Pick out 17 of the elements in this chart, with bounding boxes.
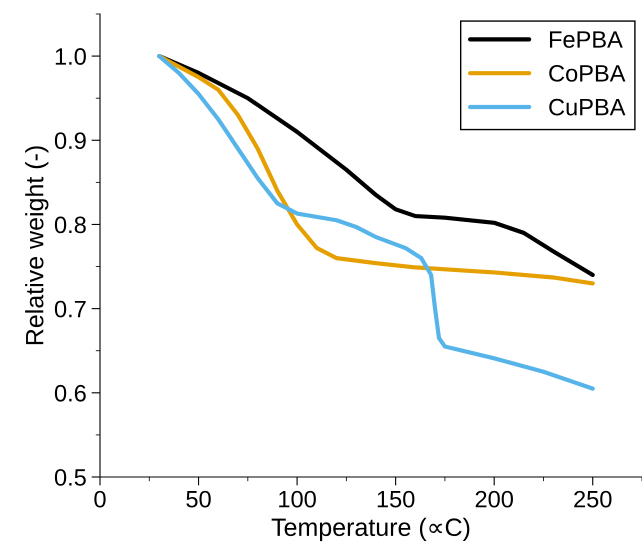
x-tick-label: 50 (186, 490, 211, 508)
x-axis-title: Temperature (∝C) (272, 518, 470, 542)
y-tick-label: 0.8 (54, 216, 86, 234)
y-tick-label: 0.9 (54, 132, 86, 150)
x-tick-label: 200 (476, 490, 513, 508)
x-tick-label: 100 (279, 490, 316, 508)
y-tick-label: 0.5 (54, 469, 86, 486)
legend-label: CoPBA (549, 64, 626, 82)
legend-label: CuPBA (549, 98, 626, 116)
x-tick-label: 250 (574, 490, 612, 508)
y-tick-label: 1.0 (56, 48, 86, 65)
x-tick-label: 0 (94, 490, 106, 508)
x-tick-label: 150 (378, 490, 414, 508)
y-tick-label: 0.6 (54, 384, 86, 402)
legend-label: FePBA (550, 31, 623, 48)
y-axis-title: Relative weight (-) (25, 146, 48, 344)
y-tick-label: 0.7 (54, 300, 86, 318)
